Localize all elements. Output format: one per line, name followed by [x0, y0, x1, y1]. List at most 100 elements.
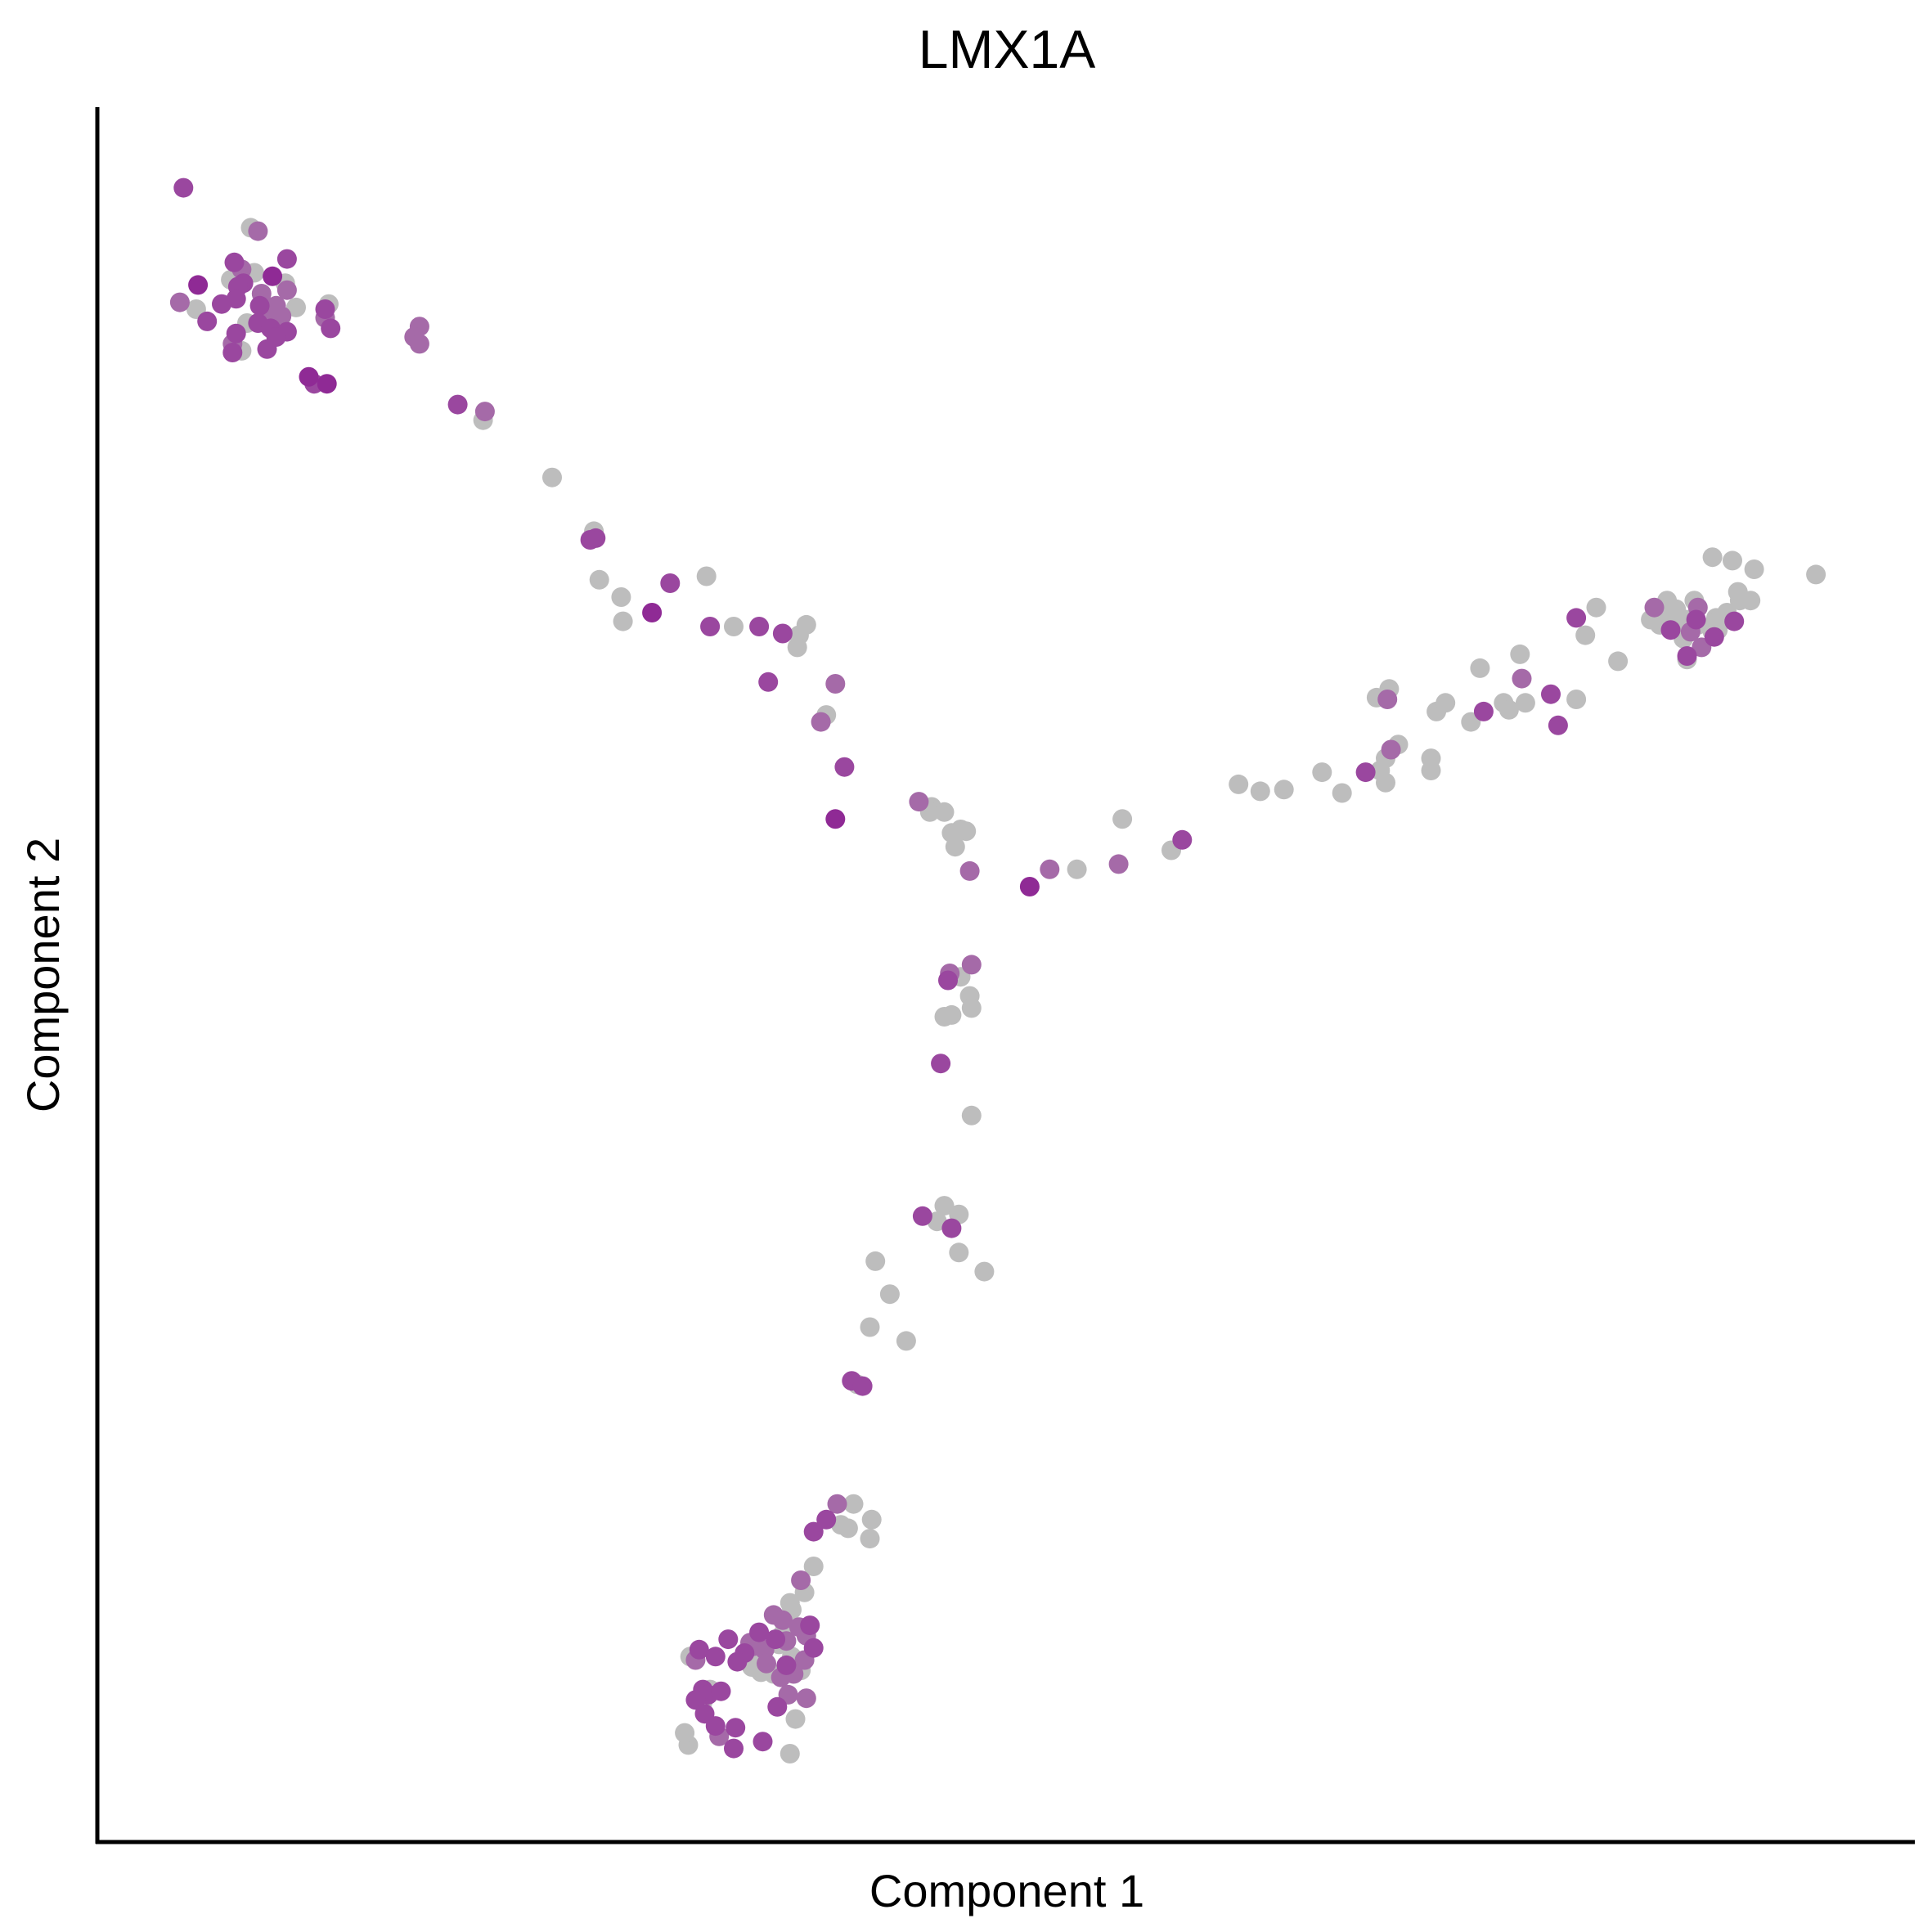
data-point-mid [803, 1638, 824, 1658]
data-point-mid [705, 1647, 726, 1667]
data-point-mid [685, 1690, 706, 1710]
data-point-mid [226, 323, 246, 344]
data-point-gray [1575, 625, 1596, 645]
data-point-light [409, 334, 429, 354]
data-point-gray [896, 1331, 916, 1351]
data-point-gray [974, 1261, 995, 1282]
data-point-gray [1702, 547, 1723, 568]
data-point-mid [1704, 627, 1724, 647]
data-point-mid [212, 294, 231, 314]
data-point-mid [315, 299, 335, 319]
data-point-light [791, 1570, 811, 1590]
data-point-mid [834, 757, 855, 777]
data-point-gray [1332, 783, 1352, 803]
y-axis-label: Component 2 [17, 838, 69, 1112]
data-point-dark [1019, 877, 1040, 896]
data-point-gray [860, 1529, 880, 1549]
data-point-gray [611, 587, 631, 607]
data-point-mid [1541, 684, 1561, 704]
data-point-mid [580, 530, 600, 550]
data-point-gray [803, 1557, 824, 1576]
data-point-mid [724, 1738, 744, 1759]
data-point-light [1381, 739, 1401, 760]
data-point-gray [945, 837, 965, 857]
data-point-mid [321, 318, 341, 339]
scatter-points [169, 177, 1826, 1764]
data-point-mid [766, 1629, 786, 1650]
data-point-mid [852, 1376, 873, 1396]
data-point-gray [956, 821, 977, 842]
data-point-mid [1660, 620, 1681, 640]
data-point-mid [711, 1681, 731, 1701]
data-point-gray [724, 617, 744, 636]
data-point-gray [589, 569, 609, 590]
data-point-mid [224, 252, 245, 272]
data-point-mid [694, 1704, 715, 1724]
data-point-gray [286, 297, 306, 317]
data-point-gray [1312, 762, 1332, 783]
data-point-mid [726, 1718, 746, 1738]
data-point-gray [860, 1317, 880, 1337]
data-point-gray [1515, 693, 1535, 713]
data-point-mid [1724, 611, 1745, 631]
data-point-mid [700, 617, 721, 636]
data-point-gray [1510, 644, 1530, 664]
data-point-gray [780, 1744, 800, 1764]
data-point-dark [642, 603, 663, 622]
data-point-gray [838, 1518, 858, 1539]
data-point-mid [689, 1639, 709, 1660]
data-point-gray [1229, 774, 1249, 794]
data-point-gray [785, 1709, 806, 1729]
data-point-gray [1566, 690, 1587, 709]
data-point-mid [197, 311, 218, 331]
data-point-mid [222, 343, 243, 362]
data-point-gray [949, 1242, 969, 1263]
data-point-dark [263, 266, 283, 286]
x-axis-label: Component 1 [869, 1865, 1144, 1916]
data-point-mid [753, 1732, 773, 1752]
data-point-gray [961, 998, 982, 1018]
data-point-gray [1112, 809, 1133, 829]
data-point-mid [276, 249, 297, 269]
data-point-light [811, 712, 831, 732]
data-point-mid [718, 1629, 739, 1650]
data-point-mid [447, 394, 468, 415]
data-point-gray [1498, 699, 1519, 720]
data-point-mid [1677, 646, 1697, 666]
data-point-gray [1608, 651, 1629, 672]
data-point-light [1512, 668, 1532, 689]
data-point-gray [1250, 781, 1270, 802]
data-point-mid [772, 623, 793, 644]
data-point-light [961, 955, 982, 975]
data-point-light [169, 292, 190, 312]
data-point-light [825, 674, 846, 694]
data-point-mid [749, 1622, 770, 1642]
data-point-light [959, 860, 980, 881]
data-point-light [1040, 859, 1060, 879]
data-point-gray [1723, 550, 1742, 571]
data-point-gray [861, 1509, 882, 1530]
data-point-light [276, 280, 297, 300]
data-point-mid [1548, 715, 1568, 735]
data-point-dark [299, 366, 319, 387]
data-point-gray [1586, 597, 1606, 618]
data-point-gray [879, 1284, 900, 1305]
data-point-dark [317, 374, 337, 394]
data-point-gray [787, 637, 807, 658]
data-point-mid [1566, 608, 1587, 628]
data-point-mid [803, 1521, 824, 1542]
data-point-dark [825, 809, 846, 829]
data-point-gray [1744, 559, 1764, 579]
data-point-gray [1274, 780, 1294, 800]
data-point-mid [776, 1655, 797, 1675]
data-point-mid [941, 1218, 962, 1238]
data-point-gray [1470, 658, 1490, 678]
data-point-mid [249, 295, 270, 316]
data-point-gray [675, 1723, 695, 1743]
data-point-mid [931, 1054, 951, 1074]
data-point-mid [1355, 762, 1376, 783]
data-point-gray [1376, 772, 1395, 793]
data-point-mid [257, 339, 277, 359]
data-point-mid [727, 1651, 748, 1672]
data-point-mid [758, 672, 779, 692]
